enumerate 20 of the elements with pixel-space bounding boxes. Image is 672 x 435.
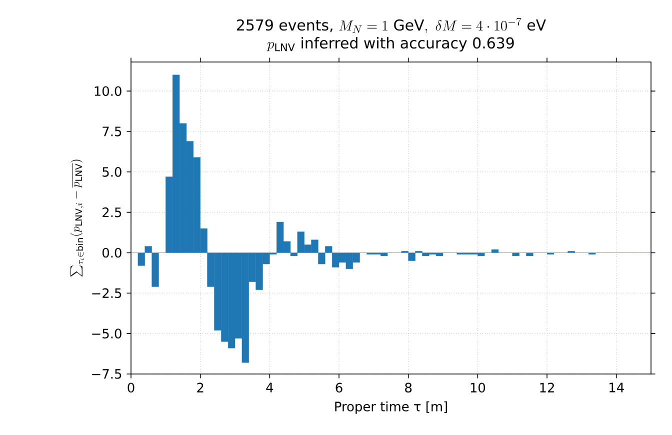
x-tick-label: 8 xyxy=(405,382,412,393)
y-tick-label: 7.5 xyxy=(102,126,122,136)
chart-subtitle: $p_{\mathrm{LNV}}\text{ inferred with accuracy 0.639}$ xyxy=(266,37,514,52)
y-tick-label: 0.0 xyxy=(102,248,122,258)
x-tick-label: 2 xyxy=(197,382,204,392)
y-tick-label: 5.0 xyxy=(102,167,122,177)
y-tick-label: 2.5 xyxy=(102,207,122,218)
chart-title: $\text{2579 events, } M_N = 1\ \text{GeV},\ \delta M = 4\cdot 10^{-7}\ \text{eV}$ xyxy=(237,18,546,34)
y-axis-title: $\sum_{\tau_i \in \mathrm{bin}} (p_{\mathrm{LNV},i} - \overline{p_{\mathrm{LNV}}})$ xyxy=(70,160,84,277)
x-tick-label: 6 xyxy=(336,382,342,393)
x-tick-label: 14 xyxy=(610,382,624,392)
x-axis-title: Proper time τ [m] xyxy=(335,401,447,414)
x-tick-label: 0 xyxy=(128,382,134,393)
y-tick-label: −5.0 xyxy=(92,328,122,338)
x-tick-label: 12 xyxy=(540,382,554,392)
x-tick-label: 10 xyxy=(470,382,486,393)
y-tick-label: −2.5 xyxy=(92,288,122,298)
x-tick-label: 4 xyxy=(266,382,274,392)
y-tick-label: 10.0 xyxy=(94,86,122,96)
y-tick-label: −7.5 xyxy=(92,369,122,379)
